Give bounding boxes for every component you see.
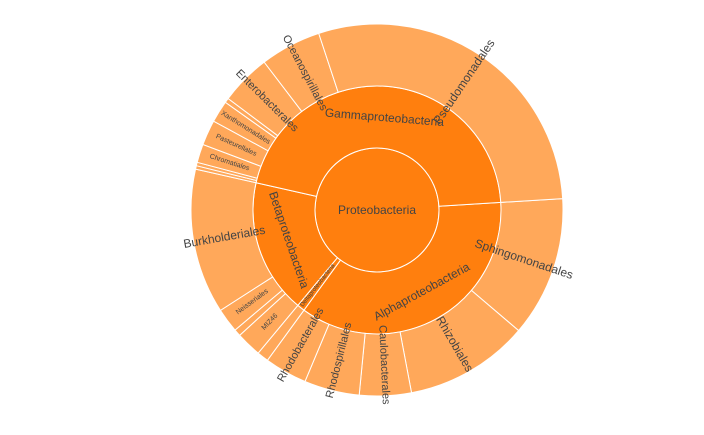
segment-label-caulobacterales: Caulobacterales [376, 325, 392, 405]
segment-pseudomonadales[interactable] [318, 23, 564, 203]
segment-label-proteobacteria: Proteobacteria [338, 203, 416, 217]
sunburst-segments [190, 23, 564, 397]
